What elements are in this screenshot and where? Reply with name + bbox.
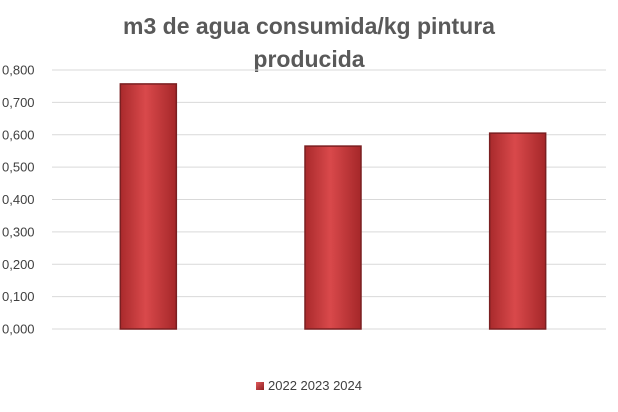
y-tick-label: 0,200 [2, 257, 35, 272]
y-tick-label: 0,300 [2, 224, 35, 239]
chart-title-line-2: producida [253, 46, 365, 72]
y-tick-label: 0,700 [2, 95, 35, 110]
chart-title: m3 de agua consumida/kg pintura producid… [0, 10, 618, 76]
y-tick-label: 0,000 [2, 322, 35, 337]
y-tick-label: 0,400 [2, 192, 35, 207]
y-tick-label: 0,100 [2, 289, 35, 304]
y-tick-label: 0,800 [2, 63, 35, 78]
legend-swatch [256, 382, 264, 390]
y-tick-label: 0,600 [2, 127, 35, 142]
y-axis-tick-labels: 0,000 0,100 0,200 0,300 0,400 0,500 0,600 0,700… [2, 63, 35, 337]
legend: 2022 2023 2024 [0, 378, 618, 393]
bar-2022 [119, 83, 178, 330]
legend-label: 2022 2023 2024 [268, 378, 362, 393]
bar-2023 [304, 145, 362, 330]
y-tick-label: 0,500 [2, 160, 35, 175]
chart-title-line-1: m3 de agua consumida/kg pintura [123, 13, 495, 39]
bar-2024 [488, 132, 547, 330]
bars [119, 83, 547, 330]
